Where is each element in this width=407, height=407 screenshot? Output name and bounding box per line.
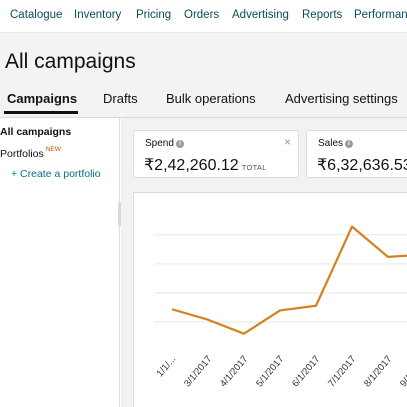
active-tab-indicator xyxy=(4,111,78,114)
x-tick-label: 8/1/2017 xyxy=(362,354,394,389)
tab-bulk-operations[interactable]: Bulk operations xyxy=(166,91,256,106)
x-tick-label: 3/1/2017 xyxy=(182,354,214,389)
page-header: All campaigns Campaigns Drafts Bulk oper… xyxy=(0,33,407,118)
nav-advertising[interactable]: Advertising xyxy=(232,9,289,21)
tab-campaigns[interactable]: Campaigns xyxy=(7,91,78,106)
info-icon[interactable]: i xyxy=(175,140,184,148)
tab-drafts[interactable]: Drafts xyxy=(103,91,138,106)
top-navigation: Catalogue Inventory Pricing Orders Adver… xyxy=(0,0,407,33)
line-chart: 1/1/... 3/1/2017 4/1/2017 5/1/2017 6/1/2017 7… xyxy=(154,225,407,389)
nav-catalogue[interactable]: Catalogue xyxy=(10,9,63,21)
sidebar-item-all-campaigns[interactable]: All campaigns xyxy=(0,126,72,138)
main-content: Spend i × ₹2,42,260.12 TOTAL Sales i ₹6,32,… xyxy=(121,118,407,407)
x-tick-label: 7/1/2017 xyxy=(326,354,358,389)
spend-label: Spend xyxy=(145,138,174,149)
nav-pricing[interactable]: Pricing xyxy=(136,9,172,21)
spend-metric-card[interactable]: Spend i × ₹2,42,260.12 TOTAL xyxy=(133,130,299,178)
nav-performance[interactable]: Performance xyxy=(354,9,407,21)
sidebar-item-portfolios-label: Portfolios xyxy=(0,148,44,160)
nav-reports[interactable]: Reports xyxy=(302,9,343,21)
x-tick-label: 4/1/2017 xyxy=(218,354,250,389)
spend-label-wrap: Spend i xyxy=(145,138,184,149)
x-tick-label: 1/1/... xyxy=(155,354,179,379)
page-title: All campaigns xyxy=(5,50,136,73)
x-tick-label: 6/1/2017 xyxy=(290,354,322,389)
sales-label: Sales xyxy=(318,138,344,149)
spend-value: ₹2,42,260.12 xyxy=(144,157,239,174)
performance-chart: 1/1/... 3/1/2017 4/1/2017 5/1/2017 6/1/2017 7… xyxy=(133,192,407,407)
new-badge: NEW xyxy=(45,146,61,153)
spend-unit: TOTAL xyxy=(241,163,267,172)
sales-label-wrap: Sales i xyxy=(318,138,354,149)
spend-value-wrap: ₹2,42,260.12 TOTAL xyxy=(144,155,267,175)
close-icon[interactable]: × xyxy=(283,135,291,149)
x-tick-label: 9/1/2017 xyxy=(398,354,407,389)
create-portfolio-link[interactable]: + Create a portfolio xyxy=(11,168,101,180)
tab-advertising-settings[interactable]: Advertising settings xyxy=(285,91,398,106)
sidebar: All campaigns Portfolios NEW + Create a p… xyxy=(0,118,120,407)
x-tick-label: 5/1/2017 xyxy=(254,354,286,389)
sidebar-item-portfolios[interactable]: Portfolios NEW xyxy=(0,146,61,160)
nav-orders[interactable]: Orders xyxy=(184,9,220,21)
nav-inventory[interactable]: Inventory xyxy=(74,9,122,21)
sales-metric-card[interactable]: Sales i ₹6,32,636.53 xyxy=(306,130,407,178)
sales-value: ₹6,32,636.53 xyxy=(317,157,407,174)
series-line xyxy=(171,225,407,335)
info-icon[interactable]: i xyxy=(345,140,354,148)
